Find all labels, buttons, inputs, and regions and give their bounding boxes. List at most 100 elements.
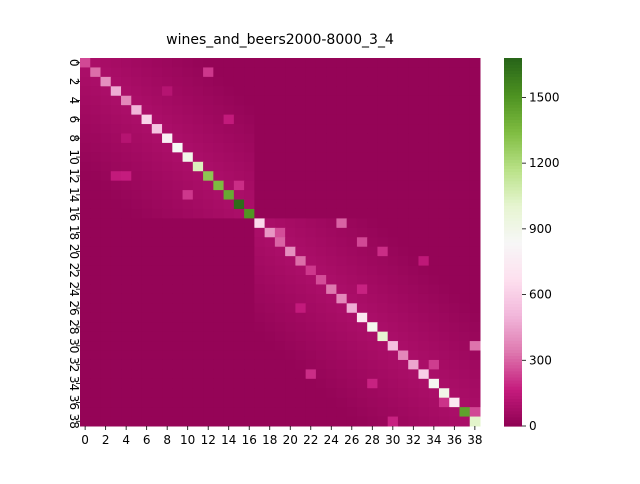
- heatmap-cell: [244, 95, 255, 106]
- heatmap-cell: [233, 190, 245, 201]
- heatmap-cell: [90, 95, 102, 106]
- heatmap-cell: [90, 218, 102, 229]
- heatmap-cell: [141, 378, 153, 389]
- heatmap-cell: [264, 58, 276, 68]
- heatmap-cell: [428, 397, 440, 408]
- heatmap-cell: [315, 227, 327, 238]
- x-tick-label: 28: [365, 433, 380, 447]
- heatmap-cell: [428, 67, 440, 78]
- heatmap-cell: [397, 284, 409, 295]
- heatmap-cell: [244, 275, 255, 285]
- colorbar-segment: [504, 70, 522, 74]
- heatmap-cell: [131, 369, 143, 380]
- heatmap-cell: [254, 142, 266, 153]
- heatmap-cell: [305, 142, 317, 153]
- heatmap-cell: [397, 114, 409, 125]
- heatmap-cell: [274, 331, 286, 342]
- heatmap-cell: [408, 218, 419, 229]
- heatmap-cell: [80, 142, 91, 153]
- heatmap-cell: [223, 293, 235, 304]
- heatmap-cell: [336, 331, 348, 342]
- heatmap-cell: [418, 161, 430, 172]
- heatmap-cell: [397, 199, 409, 210]
- heatmap-cell: [203, 331, 214, 342]
- y-tick-label: 4: [67, 97, 81, 105]
- heatmap-cell: [264, 293, 276, 304]
- heatmap-cell: [418, 86, 430, 97]
- heatmap-cell: [356, 312, 368, 323]
- heatmap-cell: [131, 265, 143, 276]
- heatmap-cell: [131, 142, 143, 153]
- heatmap-cell: [100, 275, 112, 285]
- heatmap-cell: [459, 95, 471, 106]
- heatmap-cell: [244, 58, 255, 68]
- heatmap-cell: [387, 218, 399, 229]
- heatmap-cell: [151, 284, 163, 295]
- heatmap-cell: [367, 397, 378, 408]
- heatmap-cell: [141, 95, 153, 106]
- heatmap-cell: [182, 303, 194, 314]
- heatmap-cell: [428, 378, 440, 389]
- heatmap-cell: [377, 237, 389, 248]
- heatmap-cell: [469, 256, 481, 267]
- heatmap-cell: [223, 388, 235, 399]
- heatmap-cell: [367, 95, 378, 106]
- heatmap-cell: [418, 114, 430, 125]
- heatmap-cell: [305, 227, 317, 238]
- heatmap-cell: [315, 246, 327, 257]
- heatmap-cell: [192, 359, 204, 370]
- colorbar-segment: [504, 192, 522, 197]
- heatmap-cell: [367, 350, 378, 361]
- heatmap-cell: [192, 76, 204, 87]
- heatmap-cell: [151, 275, 163, 285]
- heatmap-cell: [315, 199, 327, 210]
- heatmap-cell: [264, 312, 276, 323]
- heatmap-cell: [223, 199, 235, 210]
- colorbar-segment: [504, 128, 522, 133]
- heatmap-cell: [90, 312, 102, 323]
- heatmap-cell: [336, 407, 348, 418]
- heatmap-cell: [336, 350, 348, 361]
- heatmap-cell: [285, 350, 296, 361]
- heatmap-cell: [162, 331, 173, 342]
- heatmap-cell: [336, 312, 348, 323]
- heatmap-cell: [151, 114, 163, 125]
- heatmap-cell: [418, 303, 430, 314]
- heatmap-cell: [110, 152, 122, 163]
- heatmap-cell: [90, 171, 102, 182]
- heatmap-cell: [336, 95, 348, 106]
- heatmap-cell: [346, 67, 358, 78]
- heatmap-cell: [151, 124, 163, 134]
- heatmap-cell: [182, 256, 194, 267]
- heatmap-cell: [110, 67, 122, 78]
- heatmap-cell: [90, 152, 102, 163]
- heatmap-cell: [408, 275, 419, 285]
- heatmap-cell: [418, 95, 430, 106]
- heatmap-cell: [110, 388, 122, 399]
- heatmap-cell: [285, 322, 296, 333]
- heatmap-cell: [203, 161, 214, 172]
- heatmap-cell: [90, 275, 102, 285]
- heatmap-cell: [356, 407, 368, 418]
- heatmap-cell: [172, 303, 184, 314]
- heatmap-cell: [367, 67, 378, 78]
- heatmap-cell: [254, 275, 266, 285]
- heatmap-cell: [315, 331, 327, 342]
- heatmap-cell: [90, 341, 102, 352]
- heatmap-cell: [295, 67, 307, 78]
- heatmap-cell: [131, 350, 143, 361]
- heatmap-cell: [315, 76, 327, 87]
- heatmap-cell: [121, 284, 132, 295]
- heatmap-cell: [100, 133, 112, 144]
- heatmap-cell: [254, 378, 266, 389]
- y-tick-label: 18: [67, 225, 81, 240]
- heatmap-cell: [172, 152, 184, 163]
- heatmap-cell: [131, 397, 143, 408]
- heatmap-cell: [387, 133, 399, 144]
- heatmap-cell: [428, 284, 440, 295]
- heatmap-cell: [100, 359, 112, 370]
- heatmap-cell: [397, 86, 409, 97]
- heatmap-cell: [274, 114, 286, 125]
- heatmap-cell: [80, 378, 91, 389]
- heatmap-cell: [151, 190, 163, 201]
